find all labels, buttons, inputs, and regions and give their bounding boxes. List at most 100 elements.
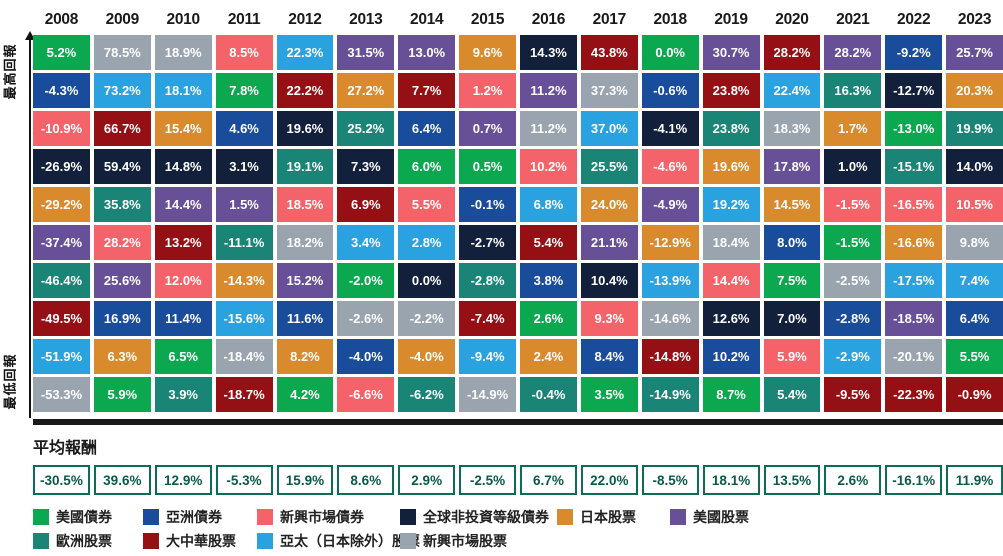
return-cell-apxj: 18.1% [154, 73, 212, 108]
return-cell-us_bonds: 5.9% [93, 377, 151, 412]
legend-swatch-icon [400, 508, 416, 525]
return-cell-greater_china: 22.2% [276, 73, 334, 108]
year-column: 2010 18.9% 18.1% 15.4% 14.8% 14.4% 13.2% 12.0% 1… [154, 8, 212, 412]
return-cell-us_stocks: 1.5% [215, 187, 273, 222]
return-cell-em_bonds: 28.2% [93, 225, 151, 260]
return-cell-em_stocks: 18.2% [276, 225, 334, 260]
average-return-value: 12.9% [154, 465, 212, 495]
return-cell-em_stocks: -2.5% [824, 263, 882, 298]
return-cell-us_bonds: 2.6% [520, 301, 577, 336]
return-cell-greater_china: 13.2% [154, 225, 212, 260]
return-cell-em_stocks: 18.3% [763, 111, 821, 146]
return-cell-japan: -16.6% [885, 225, 943, 260]
return-cell-apxj: 7.4% [946, 263, 1003, 298]
return-cell-em_bonds: -16.5% [885, 187, 943, 222]
return-cell-us_bonds: 0.0% [641, 35, 699, 70]
year-header: 2022 [897, 11, 931, 28]
return-cell-em_bonds: -1.5% [824, 187, 882, 222]
return-cell-japan: 20.3% [946, 73, 1003, 108]
y-axis: 最高回報 最低回報 [0, 0, 35, 430]
return-cell-us_bonds: 8.7% [702, 377, 760, 412]
return-cell-asia_bonds: 10.2% [702, 339, 760, 374]
return-cell-us_bonds: 6.5% [154, 339, 212, 374]
return-cell-us_stocks: -18.5% [885, 301, 943, 336]
average-return-value: 2.6% [824, 465, 882, 495]
legend-item-em_stocks: 新興市場股票 [400, 531, 507, 551]
year-column: 2016 14.3% 11.2% 11.2% 10.2% 6.8% 5.4% 3.8% 2.6%… [520, 8, 577, 412]
return-cell-em_bonds: 10.5% [946, 187, 1003, 222]
return-cell-em_stocks: 78.5% [93, 35, 151, 70]
return-cell-us_bonds: -13.0% [885, 111, 943, 146]
legend-label: 全球非投資等級債券 [423, 508, 549, 525]
return-cell-us_bonds: -2.0% [337, 263, 395, 298]
return-cell-us_bonds: -1.5% [824, 225, 882, 260]
return-cell-europe: -11.1% [215, 225, 273, 260]
legend-swatch-icon [557, 508, 573, 525]
return-cell-em_bonds: -10.9% [33, 111, 90, 146]
return-cell-europe: 25.2% [337, 111, 395, 146]
legend-label: 美國債券 [56, 508, 112, 525]
return-cell-asia_bonds: 16.9% [93, 301, 151, 336]
return-cell-asia_bonds: 11.4% [154, 301, 212, 336]
legend-row: 歐洲股票 大中華股票 亞太（日本除外）股票 新興市場股票 [33, 531, 1003, 550]
chart-content: 2008 5.2% -4.3% -10.9% -26.9% -29.2% -37.4% -46… [33, 0, 1003, 555]
average-return-value: 22.0% [580, 465, 638, 495]
year-header: 2010 [166, 11, 201, 28]
return-cell-greater_china: -0.9% [946, 377, 1003, 412]
return-cell-apxj: 22.4% [763, 73, 821, 108]
return-cell-europe: -6.2% [398, 377, 456, 412]
return-cell-em_stocks: 37.3% [580, 73, 638, 108]
year-column: 2012 22.3% 22.2% 19.6% 19.1% 18.5% 18.2% 15.2% 1… [276, 8, 334, 412]
return-cell-japan: 14.5% [763, 187, 821, 222]
return-cell-us_bonds: 6.0% [398, 149, 456, 184]
return-cell-greater_china: -14.8% [641, 339, 699, 374]
return-cell-global_hy: 14.0% [946, 149, 1003, 184]
return-cell-em_stocks: -2.6% [337, 301, 395, 336]
return-cell-global_hy: 14.3% [520, 35, 577, 70]
return-cell-us_bonds: 0.5% [459, 149, 516, 184]
return-cell-japan: 27.2% [337, 73, 395, 108]
return-cell-global_hy: 59.4% [93, 149, 151, 184]
return-cell-greater_china: 43.8% [580, 35, 638, 70]
legend-label: 日本股票 [580, 508, 636, 525]
return-cell-greater_china: 5.4% [520, 225, 577, 260]
return-cell-em_stocks: 11.2% [520, 111, 577, 146]
year-header: 2020 [775, 11, 809, 28]
year-header: 2013 [349, 11, 383, 28]
return-cell-europe: 25.5% [580, 149, 638, 184]
legend-item-greater_china: 大中華股票 [143, 531, 257, 551]
return-cell-global_hy: 10.4% [580, 263, 638, 298]
return-cell-em_bonds: 8.5% [215, 35, 273, 70]
returns-grid: 2008 5.2% -4.3% -10.9% -26.9% -29.2% -37.4% -46… [33, 8, 1003, 412]
return-cell-em_stocks: -20.1% [885, 339, 943, 374]
return-cell-japan: 8.2% [276, 339, 334, 374]
legend-swatch-icon [670, 508, 686, 525]
return-cell-em_bonds: 1.2% [459, 73, 516, 108]
return-cell-greater_china: 6.9% [337, 187, 395, 222]
average-return-value: -30.5% [33, 465, 90, 495]
legend: 美國債券 亞洲債券 新興市場債券 全球非投資等級債券 日本股票 美國股票 歐洲股票 大中華股票… [33, 507, 1003, 550]
return-cell-em_bonds: 18.5% [276, 187, 334, 222]
return-cell-us_stocks: 15.2% [276, 263, 334, 298]
return-cell-us_stocks: 11.2% [520, 73, 577, 108]
return-cell-em_stocks: -14.9% [459, 377, 516, 412]
legend-item-europe: 歐洲股票 [33, 531, 143, 551]
return-cell-europe: -46.4% [33, 263, 90, 298]
return-cell-global_hy: 7.3% [337, 149, 395, 184]
year-header: 2012 [288, 11, 322, 28]
return-cell-greater_china: -9.5% [824, 377, 882, 412]
average-return-value: 15.9% [276, 465, 334, 495]
return-cell-japan: -4.0% [398, 339, 456, 374]
return-cell-us_stocks: 0.7% [459, 111, 516, 146]
average-return-value: 11.9% [946, 465, 1003, 495]
return-cell-japan: 15.4% [154, 111, 212, 146]
return-cell-global_hy: 0.0% [398, 263, 456, 298]
return-cell-us_stocks: -37.4% [33, 225, 90, 260]
return-cell-global_hy: 12.6% [702, 301, 760, 336]
year-column: 2017 43.8% 37.3% 37.0% 25.5% 24.0% 21.1% 10.4% 9… [580, 8, 638, 412]
return-cell-em_bonds: -6.6% [337, 377, 395, 412]
legend-swatch-icon [143, 532, 159, 549]
return-cell-asia_bonds: 6.4% [398, 111, 456, 146]
return-cell-japan: -12.9% [641, 225, 699, 260]
legend-label: 歐洲股票 [56, 532, 112, 549]
